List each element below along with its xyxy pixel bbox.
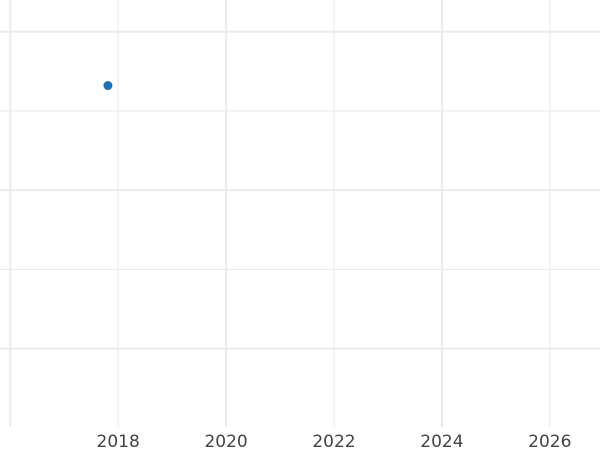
data-points [103,81,113,91]
data-point [103,81,113,91]
x-tick-label: 2024 [420,432,463,450]
x-tick-label: 2018 [97,432,140,450]
grid [0,0,600,427]
x-tick-label: 2020 [204,432,247,450]
x-tick-label: 2022 [312,432,355,450]
x-tick-label: 2026 [528,432,571,450]
x-tick-labels: 2018 2020 2022 2024 2026 [97,432,572,452]
